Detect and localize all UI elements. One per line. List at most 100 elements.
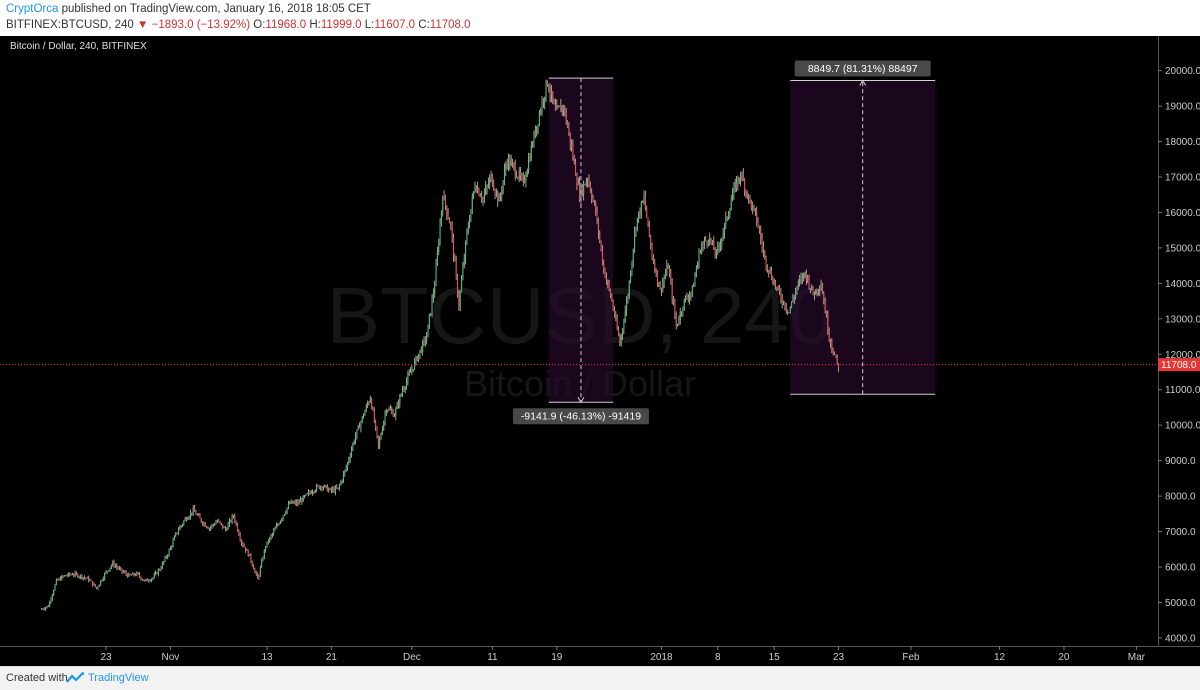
- candle-body: [511, 161, 514, 164]
- candle-body: [226, 529, 228, 531]
- candle: [141, 578, 143, 581]
- candle: [180, 525, 182, 529]
- candle: [509, 154, 511, 171]
- candle: [274, 526, 276, 531]
- candle-body: [348, 459, 350, 463]
- candle-body: [448, 218, 451, 224]
- candle-body: [82, 577, 84, 579]
- candle-body: [677, 323, 679, 326]
- candle-body: [79, 574, 82, 577]
- candle-body: [685, 297, 687, 299]
- candle-body: [416, 356, 418, 361]
- candle-body: [475, 187, 477, 192]
- candle: [267, 539, 269, 545]
- candle: [416, 355, 418, 362]
- candle-body: [183, 520, 185, 525]
- candle-body: [517, 177, 519, 179]
- candle-body: [136, 572, 138, 576]
- candle-body: [110, 565, 112, 568]
- candle-body: [255, 571, 257, 574]
- author-link[interactable]: CryptOrca: [6, 3, 59, 15]
- candle: [336, 484, 338, 490]
- candle-body: [434, 285, 436, 294]
- candle: [495, 188, 497, 198]
- candle-body: [545, 80, 547, 98]
- candle-body: [681, 312, 683, 313]
- low-label: L:: [364, 19, 375, 31]
- candle: [742, 168, 744, 181]
- candle: [98, 584, 100, 587]
- candle-body: [706, 240, 708, 244]
- candle-body: [240, 539, 243, 544]
- candle: [549, 83, 551, 103]
- candle: [565, 107, 567, 125]
- price-chart[interactable]: BTCUSD, 240 Bitcoin / Dollar -9141.9 (-4…: [0, 36, 1200, 666]
- candle-body: [603, 262, 605, 269]
- time-axis[interactable]: 23 Nov 13 21 Dec 11 19 2018 8 15 23 Feb 12 20 Mar: [100, 646, 1146, 663]
- candle: [61, 575, 63, 581]
- tradingview-link[interactable]: TradingView: [88, 672, 149, 684]
- candle-body: [473, 191, 475, 198]
- candle-body: [761, 239, 763, 248]
- candle: [528, 152, 530, 174]
- candle-body: [345, 467, 347, 471]
- candle: [820, 279, 822, 292]
- candle-body: [369, 398, 371, 403]
- candle-body: [324, 485, 326, 488]
- candle-body: [199, 515, 201, 519]
- candle-body: [631, 261, 633, 275]
- candle-body: [748, 195, 750, 198]
- candle-body: [609, 289, 612, 297]
- candle: [407, 370, 409, 386]
- candle: [737, 175, 739, 191]
- candle-body: [278, 523, 280, 525]
- candle-body: [824, 301, 826, 313]
- candle: [129, 573, 131, 576]
- candle: [194, 504, 196, 512]
- candle: [469, 214, 471, 229]
- candle: [562, 104, 565, 117]
- candle: [207, 526, 209, 529]
- candle: [520, 167, 522, 181]
- candle: [533, 130, 535, 148]
- candle: [269, 536, 271, 543]
- candle-body: [650, 235, 652, 246]
- candle-body: [273, 530, 275, 534]
- candle-body: [552, 91, 554, 101]
- candle: [706, 240, 708, 249]
- candle: [191, 512, 193, 517]
- candle: [316, 483, 318, 493]
- candle: [540, 107, 542, 116]
- candle: [210, 525, 212, 532]
- candle-body: [734, 182, 736, 187]
- candle: [651, 242, 653, 261]
- candle-body: [585, 181, 587, 185]
- candle-body: [737, 177, 739, 189]
- candle: [741, 171, 743, 182]
- candle: [105, 569, 107, 574]
- candle: [566, 120, 569, 129]
- candle-body: [206, 526, 208, 528]
- candle-body: [617, 328, 620, 336]
- candle: [414, 357, 416, 371]
- candle: [348, 456, 350, 465]
- candle: [120, 566, 122, 571]
- candle: [757, 217, 759, 229]
- candle-body: [558, 106, 561, 108]
- candle-body: [271, 533, 273, 536]
- candle: [297, 498, 299, 507]
- candle: [769, 266, 771, 275]
- candle: [161, 561, 163, 570]
- candle: [126, 573, 129, 578]
- candle: [375, 419, 377, 431]
- chart-area[interactable]: BTCUSD, 240 Bitcoin / Dollar -9141.9 (-4…: [0, 36, 1200, 666]
- candle-body: [308, 491, 310, 494]
- tradingview-brand[interactable]: TradingView: [66, 669, 149, 687]
- candle: [42, 608, 44, 611]
- candle-body: [639, 211, 641, 215]
- price-axis[interactable]: 20000.0 19000.0 18000.0 17000.0 16000.0 15000…: [1158, 66, 1200, 644]
- candle-body: [405, 381, 408, 388]
- measure-label-box: [794, 60, 931, 77]
- candle: [809, 287, 811, 294]
- candle-body: [730, 201, 732, 210]
